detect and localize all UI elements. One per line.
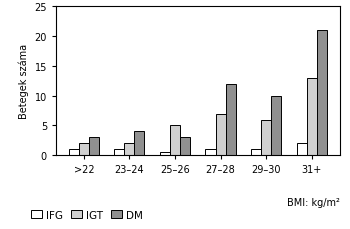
Bar (134, 132, 145, 156)
Bar (170, 126, 180, 156)
Bar (89, 138, 99, 156)
Bar (114, 150, 125, 156)
Bar (261, 120, 271, 156)
Text: BMI: kg/m²: BMI: kg/m² (287, 197, 340, 207)
Bar (69, 150, 79, 156)
Bar (225, 84, 236, 156)
Bar (317, 31, 327, 156)
Bar (251, 150, 261, 156)
Bar (205, 150, 216, 156)
Bar (216, 114, 225, 156)
Bar (180, 138, 190, 156)
Bar (125, 144, 134, 156)
Bar (79, 144, 89, 156)
Bar (307, 78, 317, 156)
Bar (296, 144, 307, 156)
Bar (271, 96, 281, 156)
Y-axis label: Betegek száma: Betegek száma (19, 44, 29, 119)
Legend: IFG, IGT, DM: IFG, IGT, DM (27, 206, 147, 224)
Bar (160, 153, 170, 156)
